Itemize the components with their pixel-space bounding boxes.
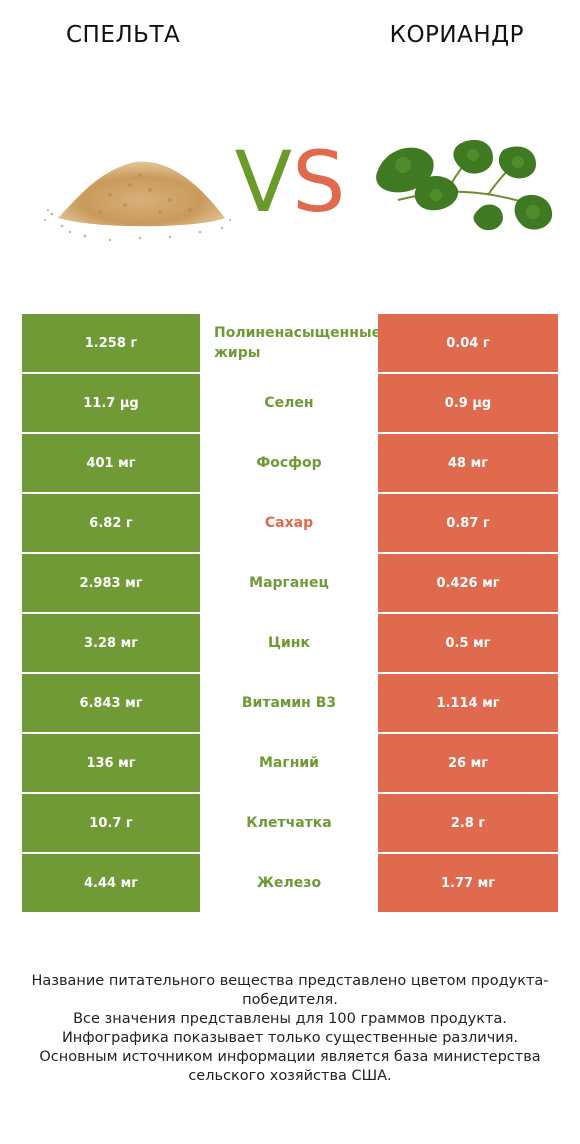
left-value: 3.28 мг bbox=[22, 614, 200, 672]
footnote-line-4: Основным источником информации является … bbox=[39, 1049, 541, 1084]
nutrient-name: Железо bbox=[200, 854, 378, 912]
right-value: 0.426 мг bbox=[378, 554, 558, 612]
right-value: 0.5 мг bbox=[378, 614, 558, 672]
left-value: 136 мг bbox=[22, 734, 200, 792]
table-row: 10.7 г Клетчатка 2.8 г bbox=[22, 794, 558, 852]
cilantro-leaves-icon bbox=[376, 139, 553, 231]
table-row: 3.28 мг Цинк 0.5 мг bbox=[22, 614, 558, 672]
left-value: 10.7 г bbox=[22, 794, 200, 852]
right-value: 1.77 мг bbox=[378, 854, 558, 912]
left-value: 4.44 мг bbox=[22, 854, 200, 912]
nutrient-name: Селен bbox=[200, 374, 378, 432]
nutrient-name: Клетчатка bbox=[200, 794, 378, 852]
vs-v-letter: V bbox=[234, 133, 293, 231]
left-value: 1.258 г bbox=[22, 314, 200, 372]
left-value: 11.7 µg bbox=[22, 374, 200, 432]
footnote-line-1: Название питательного вещества представл… bbox=[31, 973, 549, 1008]
table-row: 6.82 г Сахар 0.87 г bbox=[22, 494, 558, 552]
header: СПЕЛЬТА КОРИАНДР VS bbox=[0, 0, 580, 300]
right-value: 0.87 г bbox=[378, 494, 558, 552]
right-value: 0.04 г bbox=[378, 314, 558, 372]
right-value: 0.9 µg bbox=[378, 374, 558, 432]
nutrient-name: Марганец bbox=[200, 554, 378, 612]
left-value: 401 мг bbox=[22, 434, 200, 492]
right-value: 26 мг bbox=[378, 734, 558, 792]
left-value: 6.82 г bbox=[22, 494, 200, 552]
table-row: 2.983 мг Марганец 0.426 мг bbox=[22, 554, 558, 612]
left-value: 2.983 мг bbox=[22, 554, 200, 612]
nutrient-name: Цинк bbox=[200, 614, 378, 672]
nutrient-name: Витамин B3 bbox=[200, 674, 378, 732]
nutrient-name: Сахар bbox=[200, 494, 378, 552]
table-row: 136 мг Магний 26 мг bbox=[22, 734, 558, 792]
right-food-title: КОРИАНДР bbox=[389, 22, 524, 48]
table-row: 6.843 мг Витамин B3 1.114 мг bbox=[22, 674, 558, 732]
nutrient-name: Фосфор bbox=[200, 434, 378, 492]
vs-label: VS bbox=[220, 132, 360, 232]
footnote-line-3: Инфографика показывает только существенн… bbox=[61, 1030, 519, 1046]
comparison-table: 1.258 г Полиненасыщенные жиры 0.04 г 11.7 µ… bbox=[22, 314, 558, 914]
table-row: 4.44 мг Железо 1.77 мг bbox=[22, 854, 558, 912]
table-row: 1.258 г Полиненасыщенные жиры 0.04 г bbox=[22, 314, 558, 372]
left-food-title: СПЕЛЬТА bbox=[66, 22, 181, 48]
footnote-line-2: Все значения представлены для 100 граммо… bbox=[73, 1011, 507, 1027]
nutrient-name: Полиненасыщенные жиры bbox=[200, 314, 381, 372]
right-value: 48 мг bbox=[378, 434, 558, 492]
footnote: Название питательного вещества представл… bbox=[20, 972, 560, 1086]
left-value: 6.843 мг bbox=[22, 674, 200, 732]
nutrient-name: Магний bbox=[200, 734, 378, 792]
spelt-grain-pile-icon bbox=[44, 161, 232, 242]
right-value: 1.114 мг bbox=[378, 674, 558, 732]
right-value: 2.8 г bbox=[378, 794, 558, 852]
table-row: 11.7 µg Селен 0.9 µg bbox=[22, 374, 558, 432]
table-row: 401 мг Фосфор 48 мг bbox=[22, 434, 558, 492]
vs-s-letter: S bbox=[292, 133, 346, 231]
